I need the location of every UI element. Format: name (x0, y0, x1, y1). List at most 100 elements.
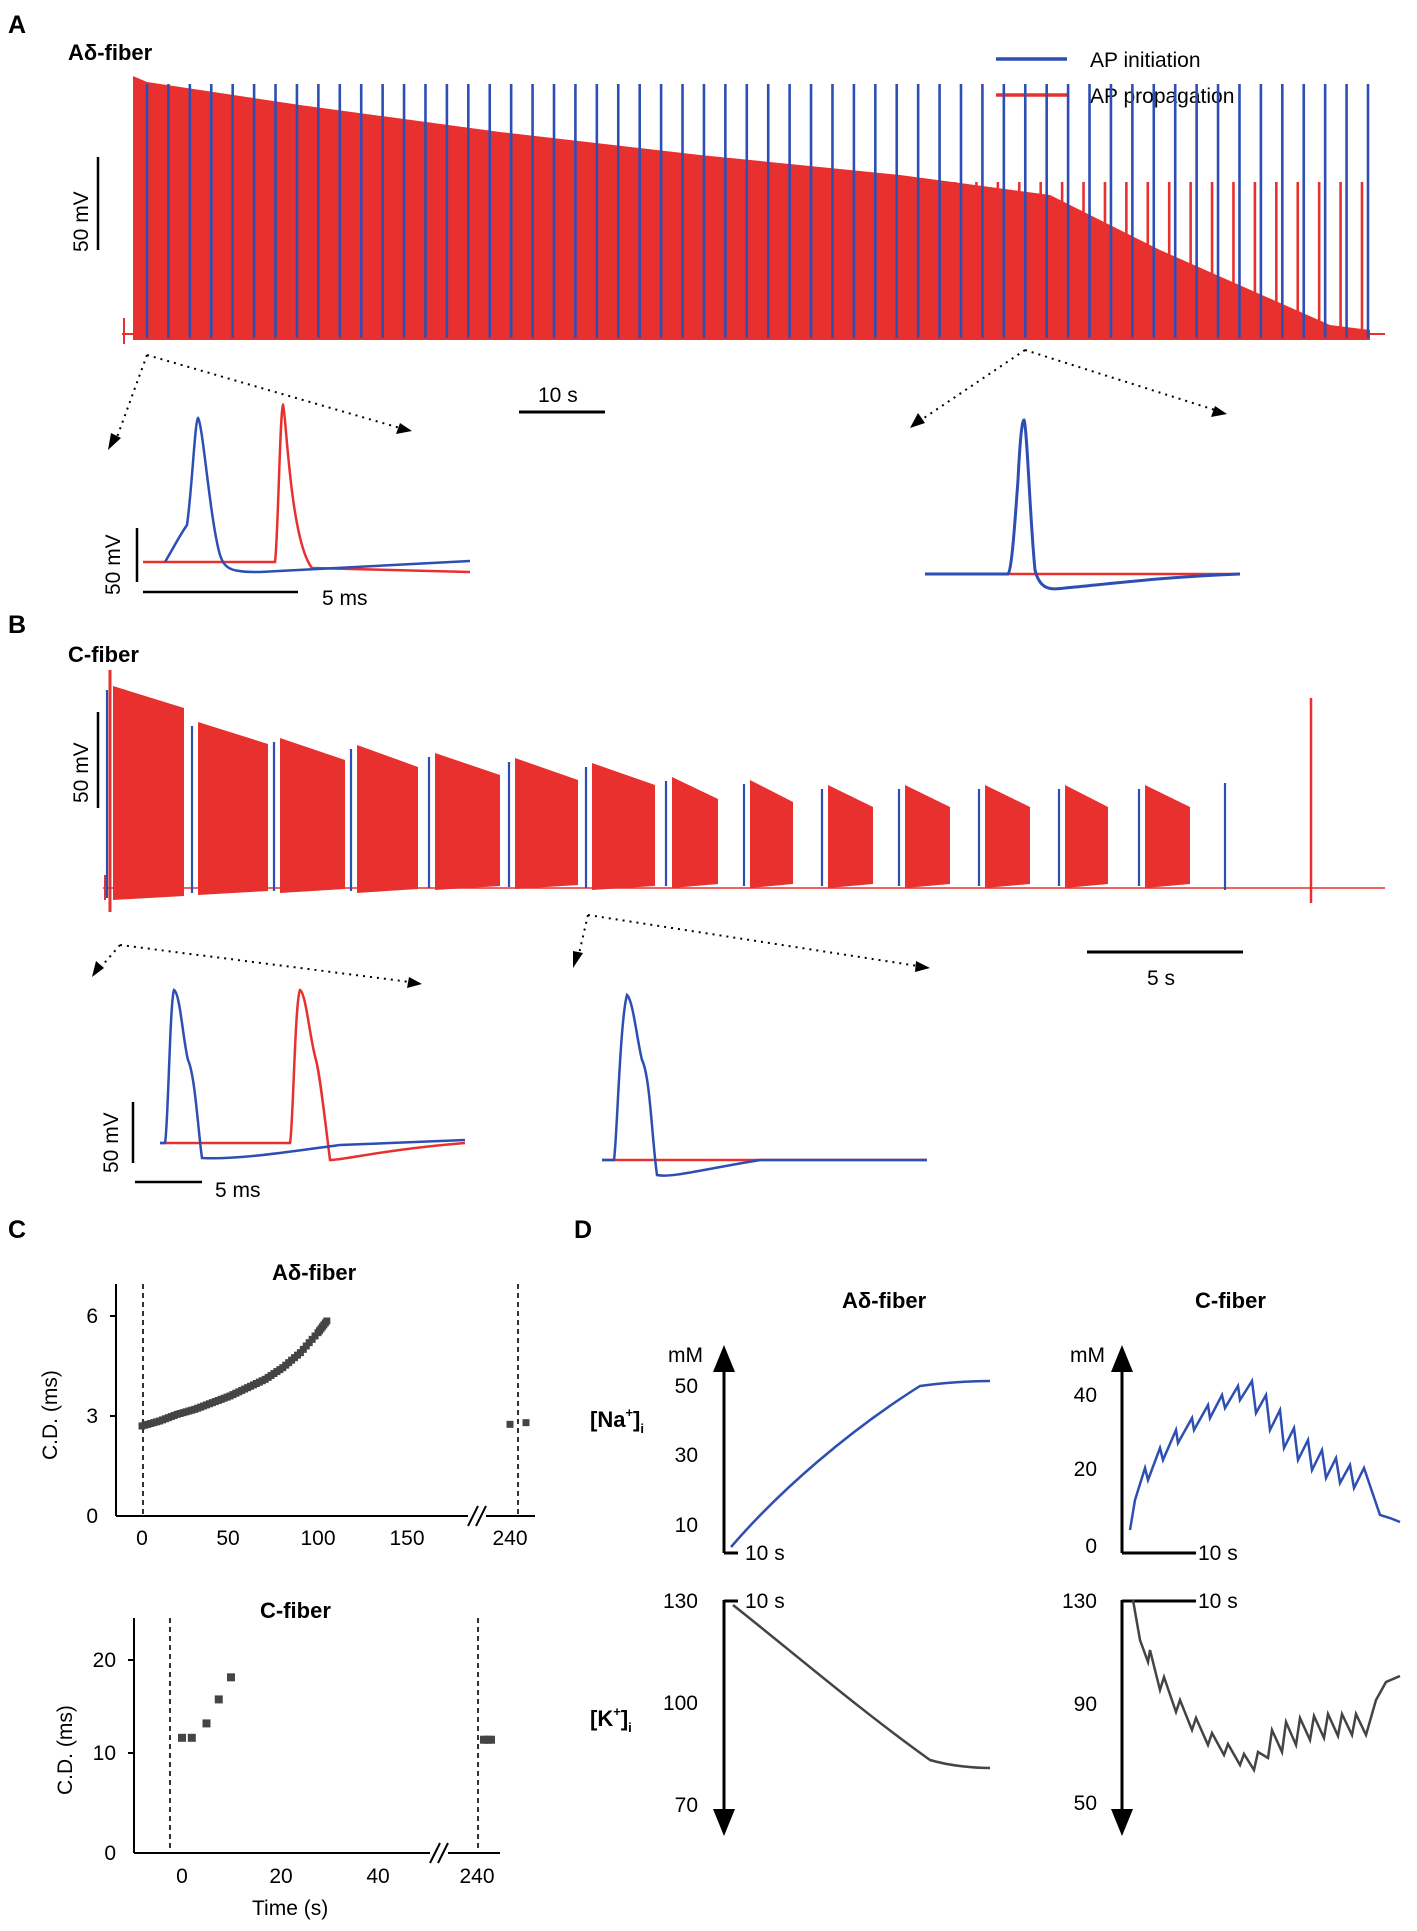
d-tick: 50 (675, 1375, 698, 1398)
propagation-burst (280, 738, 345, 893)
data-point (506, 1420, 514, 1428)
panel-label-a: A (8, 11, 26, 39)
panel-b-title: C-fiber (68, 642, 139, 667)
panel-a-spikes (145, 84, 1370, 338)
arrowhead (573, 951, 583, 968)
c-top-ytick: 0 (86, 1505, 98, 1528)
panel-a-trace (122, 76, 1385, 344)
inset-initiation-trace (925, 418, 1241, 591)
panel-a-time-label: 10 s (538, 384, 578, 407)
c-top-ytick: 6 (86, 1305, 98, 1328)
axis-break-mark (437, 1842, 449, 1864)
axis-arrow-down (1111, 1809, 1133, 1836)
inset-time-label: 5 ms (215, 1179, 261, 1202)
d-na-adelta: mM 10 s 50 30 10 (668, 1344, 991, 1565)
c-bottom-xtick: 20 (269, 1865, 292, 1888)
propagation-burst (1145, 785, 1190, 888)
d-tick: 50 (1074, 1792, 1097, 1815)
panel-a-inset-right (925, 418, 1241, 591)
inset-initiation-trace (163, 416, 471, 574)
c-bottom-xtick: 0 (176, 1865, 188, 1888)
c-bottom-points (178, 1673, 495, 1744)
legend-propagation-label: AP propagation (1090, 85, 1234, 108)
na-c-trace (1128, 1377, 1401, 1531)
d-unit: mM (1070, 1344, 1105, 1367)
axis-break-mark (475, 1505, 487, 1527)
na-label: [Na+]i (590, 1405, 644, 1436)
data-point (522, 1419, 530, 1427)
c-bottom-ytick: 20 (93, 1649, 116, 1672)
propagation-burst (515, 758, 578, 889)
k-adelta-trace (732, 1604, 991, 1770)
panel-b-bursts (105, 686, 1227, 900)
d-tick: 40 (1074, 1384, 1097, 1407)
c-top-ytick: 3 (86, 1405, 98, 1428)
panel-a-title: Aδ-fiber (68, 40, 153, 65)
panel-b-time-label: 5 s (1147, 967, 1175, 990)
c-top-xtick: 150 (389, 1527, 424, 1550)
propagation-burst (750, 780, 793, 888)
propagation-burst (592, 763, 655, 890)
axis-arrow-down (713, 1809, 735, 1836)
axis-arrow-up (713, 1345, 735, 1372)
arrowhead (396, 423, 412, 434)
d-tick: 70 (675, 1794, 698, 1817)
panel-a-legend: AP initiation AP propagation (996, 49, 1234, 108)
zoom-arrow-line (115, 354, 148, 441)
inset-time-label: 5 ms (322, 587, 368, 610)
zoom-arrow-line (99, 944, 121, 969)
propagation-burst (198, 722, 268, 895)
arrowhead (910, 413, 925, 428)
d-tick: 130 (663, 1590, 698, 1613)
panel-a-zoom-arrows (108, 349, 1227, 450)
inset-mv-label: 50 mV (100, 1112, 123, 1173)
inset-initiation-trace (602, 992, 927, 1177)
panel-c-bottom-title: C-fiber (260, 1598, 331, 1623)
panel-b-mv-label: 50 mV (70, 742, 93, 803)
propagation-burst (905, 785, 950, 888)
d-k-c: 10 s 130 90 50 (1062, 1590, 1401, 1836)
d-k-adelta: 10 s 130 100 70 (663, 1590, 991, 1836)
propagation-burst (1065, 785, 1108, 888)
inset-propagation-trace (143, 402, 471, 574)
panel-b-zoom-arrows (92, 914, 930, 988)
data-point (323, 1317, 331, 1325)
panel-c-top-chart: 0 3 6 0 50 100 150 240 C.D. (ms) (39, 1284, 535, 1550)
data-point (227, 1673, 235, 1682)
d-tick: 10 (675, 1514, 698, 1537)
c-bottom-ytick: 10 (93, 1742, 116, 1765)
data-point (202, 1719, 211, 1728)
zoom-arrow-line (1024, 349, 1216, 411)
c-top-xtick: 0 (136, 1527, 148, 1550)
panel-a-mv-label: 50 mV (70, 191, 93, 252)
d-time-label: 10 s (1198, 1542, 1238, 1565)
panel-a-inset-left: 50 mV 5 ms (102, 402, 471, 610)
d-na-c: mM 10 s 40 20 0 (1070, 1344, 1401, 1565)
d-unit: mM (668, 1344, 703, 1367)
panel-b-inset-right (602, 992, 927, 1177)
inset-propagation-trace (160, 988, 466, 1162)
data-point (487, 1735, 495, 1744)
legend-initiation-label: AP initiation (1090, 49, 1201, 72)
inset-mv-label: 50 mV (102, 534, 125, 595)
d-time-label: 10 s (745, 1590, 785, 1613)
axis-break-mark (429, 1842, 441, 1864)
axis-break-mark (467, 1505, 479, 1527)
c-bottom-xlabel: Time (s) (252, 1897, 328, 1920)
c-top-xtick: 240 (492, 1527, 527, 1550)
arrowhead (915, 961, 930, 972)
data-point (187, 1733, 196, 1742)
c-top-xtick: 50 (216, 1527, 239, 1550)
zoom-arrow-line (577, 914, 589, 959)
d-tick: 0 (1085, 1535, 1097, 1558)
d-tick: 90 (1074, 1693, 1097, 1716)
zoom-arrow-line (920, 349, 1026, 421)
panel-c-top-title: Aδ-fiber (272, 1260, 357, 1285)
panel-label-b: B (8, 611, 26, 639)
panel-d-col-a: Aδ-fiber (842, 1288, 927, 1313)
c-bottom-ytick: 0 (104, 1842, 116, 1865)
d-tick: 100 (663, 1692, 698, 1715)
na-label-text: [Na+]i (590, 1405, 644, 1436)
arrowhead (1211, 406, 1227, 417)
